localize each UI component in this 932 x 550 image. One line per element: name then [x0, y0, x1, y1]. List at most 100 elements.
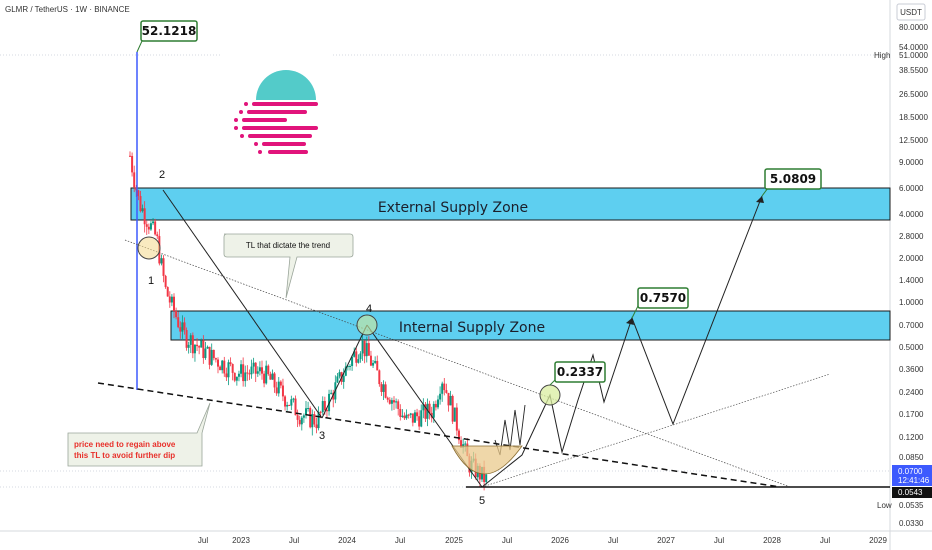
candle-body — [332, 392, 335, 400]
candle-body — [290, 399, 293, 406]
candle-body — [401, 415, 404, 417]
wave-1-marker — [137, 236, 161, 260]
candle-body — [204, 348, 207, 359]
candle-body — [185, 330, 188, 348]
price-tick-label: 0.0535 — [899, 501, 924, 510]
candle-body — [177, 317, 180, 328]
candle-body — [206, 346, 209, 349]
price-tick-label: 51.0000 — [899, 51, 928, 60]
time-tick-label: 2023 — [232, 536, 250, 545]
candle-body — [131, 155, 134, 173]
candle-body — [170, 296, 173, 303]
warning-line-1: price need to regain above — [74, 440, 176, 449]
countdown-text: 12:41:46 — [898, 476, 930, 485]
warning-note-bubble — [67, 402, 211, 467]
candle-body — [160, 258, 163, 264]
candle-body — [434, 403, 437, 408]
candle-body — [240, 364, 243, 374]
price-tick-label: 4.0000 — [899, 210, 924, 219]
candle-body — [338, 372, 341, 377]
target-1-text: 0.2337 — [557, 365, 603, 379]
rising-trendline — [481, 373, 831, 488]
candle-body — [267, 365, 270, 375]
candle-body — [395, 401, 398, 403]
price-tick-label: 0.0330 — [899, 519, 924, 528]
candle-body — [430, 412, 433, 418]
candle-body — [168, 296, 171, 303]
candle-body — [418, 416, 421, 427]
candle-body — [457, 430, 460, 441]
price-tick-label: 54.0000 — [899, 43, 928, 52]
candle-body — [426, 403, 429, 419]
candle-body — [191, 335, 194, 354]
price-tick-label: 0.2400 — [899, 388, 924, 397]
candle-body — [330, 392, 333, 394]
candle-body — [307, 408, 310, 410]
candle-body — [346, 366, 349, 368]
candle-body — [258, 367, 261, 372]
candle-body — [372, 362, 375, 366]
price-tick-label: 26.5000 — [899, 90, 928, 99]
trendline-3-4 — [321, 324, 368, 419]
support-trendline-dashed — [97, 382, 781, 488]
candle-body — [250, 366, 253, 375]
target-3-text: 5.0809 — [770, 172, 816, 186]
candle-body — [235, 376, 238, 381]
candle-body — [187, 344, 190, 348]
time-tick-label: 2024 — [338, 536, 356, 545]
price-tick-label: 0.7000 — [899, 321, 924, 330]
candle-body — [231, 364, 234, 373]
candle-body — [292, 398, 295, 400]
candle-body — [296, 415, 299, 420]
candle-body — [355, 351, 358, 363]
time-tick-label: Jul — [198, 536, 208, 545]
candle-body — [237, 373, 240, 377]
candle-body — [147, 226, 150, 230]
candle-body — [288, 404, 291, 406]
candle-body — [411, 413, 414, 423]
time-tick-label: Jul — [820, 536, 830, 545]
time-axis[interactable]: Jul 2023 Jul 2024 Jul 2025 Jul 2026 Jul 2027 Jul 20… — [198, 536, 888, 545]
candle-body — [181, 322, 184, 332]
candle-body — [443, 383, 446, 391]
candle-body — [221, 360, 224, 371]
candle-body — [156, 234, 159, 237]
candle-body — [439, 393, 442, 400]
time-tick-label: Jul — [289, 536, 299, 545]
currency-button[interactable] — [896, 3, 926, 21]
candle-body — [309, 408, 312, 428]
candle-body — [374, 360, 377, 363]
candle-body — [455, 407, 458, 431]
candle-body — [141, 208, 144, 212]
candle-body — [437, 399, 439, 408]
ath-callout-text: 52.1218 — [142, 24, 197, 38]
candle-body — [397, 401, 400, 409]
candle-body — [246, 372, 249, 374]
candle-body — [175, 311, 178, 318]
last-low-pill — [892, 487, 932, 498]
candle-body — [212, 349, 215, 359]
candle-body — [359, 353, 362, 360]
candle-body — [313, 414, 316, 425]
trendline-note-bubble — [223, 233, 354, 299]
candle-body — [319, 411, 322, 413]
candle-body — [227, 362, 230, 378]
candle-body — [325, 410, 328, 412]
internal-supply-zone[interactable] — [170, 310, 891, 341]
candle-body — [369, 355, 372, 366]
wave-label-3: 3 — [319, 430, 325, 442]
candle-body — [298, 419, 301, 425]
candle-body — [464, 443, 467, 445]
candle-body — [225, 373, 228, 378]
price-tick-label: 0.1700 — [899, 410, 924, 419]
candle-body — [139, 196, 142, 212]
candle-body — [323, 401, 326, 411]
price-tick-label: 9.0000 — [899, 158, 924, 167]
candle-body — [149, 223, 152, 230]
candle-body — [294, 398, 297, 416]
candle-body — [342, 375, 345, 382]
price-tick-label: 6.0000 — [899, 184, 924, 193]
candle-body — [137, 190, 140, 197]
